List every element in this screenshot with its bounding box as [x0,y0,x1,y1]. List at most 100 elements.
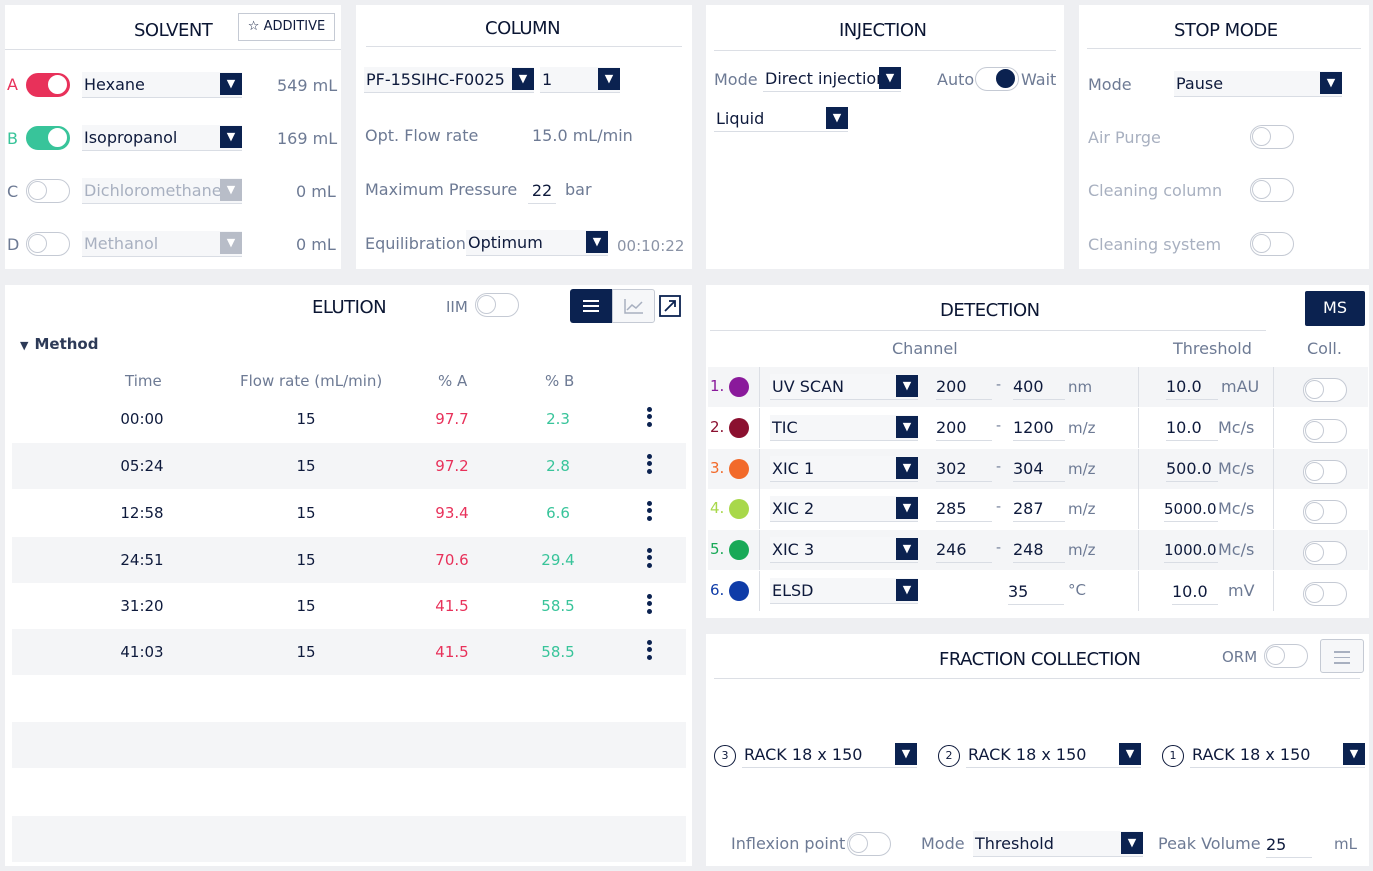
row-percent-a: 93.4 [435,504,469,522]
range-unit: m/z [1068,460,1096,478]
table-row[interactable]: 05:24 15 97.2 2.8 [12,443,686,489]
threshold-input[interactable]: 5000.0 [1164,496,1218,522]
range-from-input[interactable]: 200 [936,415,992,441]
more-options-icon[interactable] [645,404,653,429]
detector-channel-select[interactable]: XIC 1 ▼ [770,456,918,482]
range-from-input[interactable]: 246 [936,537,992,563]
range-to-input[interactable]: 400 [1013,374,1065,400]
peak-volume-input[interactable]: 25 [1266,832,1312,858]
threshold-input[interactable]: 10.0 [1166,415,1218,441]
inflexion-toggle[interactable] [847,832,891,856]
solvent-b-name: Isopropanol [84,128,178,147]
range-to-input[interactable]: 248 [1013,537,1065,563]
orm-toggle[interactable] [1264,644,1308,668]
fraction-mode-label: Mode [921,834,965,853]
range-to-input[interactable]: 304 [1013,456,1065,482]
column-id-value: PF-15SIHC-F0025 [366,70,505,89]
cleaning-system-toggle[interactable] [1250,232,1294,256]
table-row[interactable]: 41:03 15 41.5 58.5 [12,629,686,675]
range-from-input[interactable]: 302 [936,456,992,482]
rack-position-3: 3 [714,745,736,767]
chevron-down-icon: ▼ [1343,743,1365,765]
column-count-value: 1 [542,70,553,89]
more-options-icon[interactable] [645,498,653,523]
range-to-input[interactable]: 1200 [1013,415,1065,441]
solvent-d-toggle[interactable] [26,232,70,256]
solvent-c-select[interactable]: Dichloromethane ▼ [82,178,242,204]
cleaning-column-toggle[interactable] [1250,178,1294,202]
threshold-input[interactable]: 10.0 [1166,374,1218,400]
temperature-input[interactable]: 35 [1008,579,1064,605]
range-to-input[interactable]: 287 [1013,496,1065,522]
rack-3-select[interactable]: RACK 18 x 150 ▼ [742,742,917,768]
collect-toggle[interactable] [1303,460,1347,484]
more-options-icon[interactable] [645,637,653,662]
detector-channel-select[interactable]: XIC 3 ▼ [770,537,918,563]
iim-toggle[interactable] [475,293,519,317]
detector-index: 1. [710,377,725,395]
threshold-input[interactable]: 10.0 [1172,579,1218,605]
collect-toggle[interactable] [1303,541,1347,565]
column-id-select[interactable]: PF-15SIHC-F0025 ▼ [364,67,534,93]
detector-channel-select[interactable]: XIC 2 ▼ [770,496,918,522]
row-flow: 15 [296,643,316,661]
column-count-select[interactable]: 1 ▼ [540,67,620,93]
detector-channel-select[interactable]: TIC ▼ [770,415,918,441]
collect-toggle[interactable] [1303,419,1347,443]
collect-toggle[interactable] [1303,582,1347,606]
solvent-a-select[interactable]: Hexane ▼ [82,72,242,98]
chart-view-button[interactable] [612,289,655,323]
solvent-a-toggle[interactable] [26,73,70,97]
table-row[interactable]: 00:00 15 97.7 2.3 [12,396,686,442]
more-options-icon[interactable] [645,451,653,476]
additive-button[interactable]: ☆ ADDITIVE [238,13,335,41]
row-percent-a: 41.5 [435,597,469,615]
more-options-icon[interactable] [645,591,653,616]
collect-toggle[interactable] [1303,500,1347,524]
fraction-menu-button[interactable] [1320,639,1364,673]
row-flow: 15 [296,410,316,428]
threshold-unit: mAU [1221,377,1260,396]
range-from-input[interactable]: 285 [936,496,992,522]
stop-mode-select[interactable]: Pause ▼ [1174,71,1342,97]
row-time: 24:51 [120,551,164,569]
expand-icon[interactable] [659,295,681,317]
threshold-input[interactable]: 500.0 [1166,456,1218,482]
fraction-mode-select[interactable]: Threshold ▼ [973,831,1143,857]
rack-2-select[interactable]: RACK 18 x 150 ▼ [966,742,1141,768]
solvent-d-select[interactable]: Methanol ▼ [82,231,242,257]
method-label: Method [34,335,99,353]
threshold-input[interactable]: 1000.0 [1164,537,1218,563]
chevron-down-icon: ▼ [1121,832,1143,854]
solvent-b-select[interactable]: Isopropanol ▼ [82,125,242,151]
injection-mode-select[interactable]: Direct injection ▼ [763,66,901,92]
collect-toggle[interactable] [1303,378,1347,402]
method-header[interactable]: ▼ Method [20,335,98,353]
detector-channel-select[interactable]: UV SCAN ▼ [770,374,918,400]
col-header-a: % A [438,372,468,390]
table-row[interactable]: 12:58 15 93.4 6.6 [12,490,686,536]
row-time: 41:03 [120,643,164,661]
additive-label: ADDITIVE [263,19,326,34]
table-row[interactable]: 24:51 15 70.6 29.4 [12,537,686,583]
detector-channel-select[interactable]: ELSD ▼ [770,578,918,604]
more-options-icon[interactable] [645,545,653,570]
range-from-input[interactable]: 200 [936,374,992,400]
ms-button[interactable]: MS [1305,291,1365,326]
injection-type-value: Liquid [716,109,765,128]
solvent-d-name: Methanol [84,234,159,253]
table-row[interactable]: 31:20 15 41.5 58.5 [12,583,686,629]
auto-wait-toggle[interactable] [975,67,1019,91]
detector-channel-value: XIC 3 [772,540,815,559]
list-view-button[interactable] [570,289,612,323]
max-pressure-input[interactable]: 22 [528,178,556,204]
rack-1-select[interactable]: RACK 18 x 150 ▼ [1190,742,1365,768]
solvent-b-toggle[interactable] [26,126,70,150]
rack-3-value: RACK 18 x 150 [744,745,863,764]
equilibration-select[interactable]: Optimum ▼ [466,230,608,256]
range-dash: - [996,377,1002,393]
solvent-c-toggle[interactable] [26,179,70,203]
injection-type-select[interactable]: Liquid ▼ [714,106,848,132]
air-purge-toggle[interactable] [1250,125,1294,149]
solvent-d-volume: 0 mL [296,235,336,254]
